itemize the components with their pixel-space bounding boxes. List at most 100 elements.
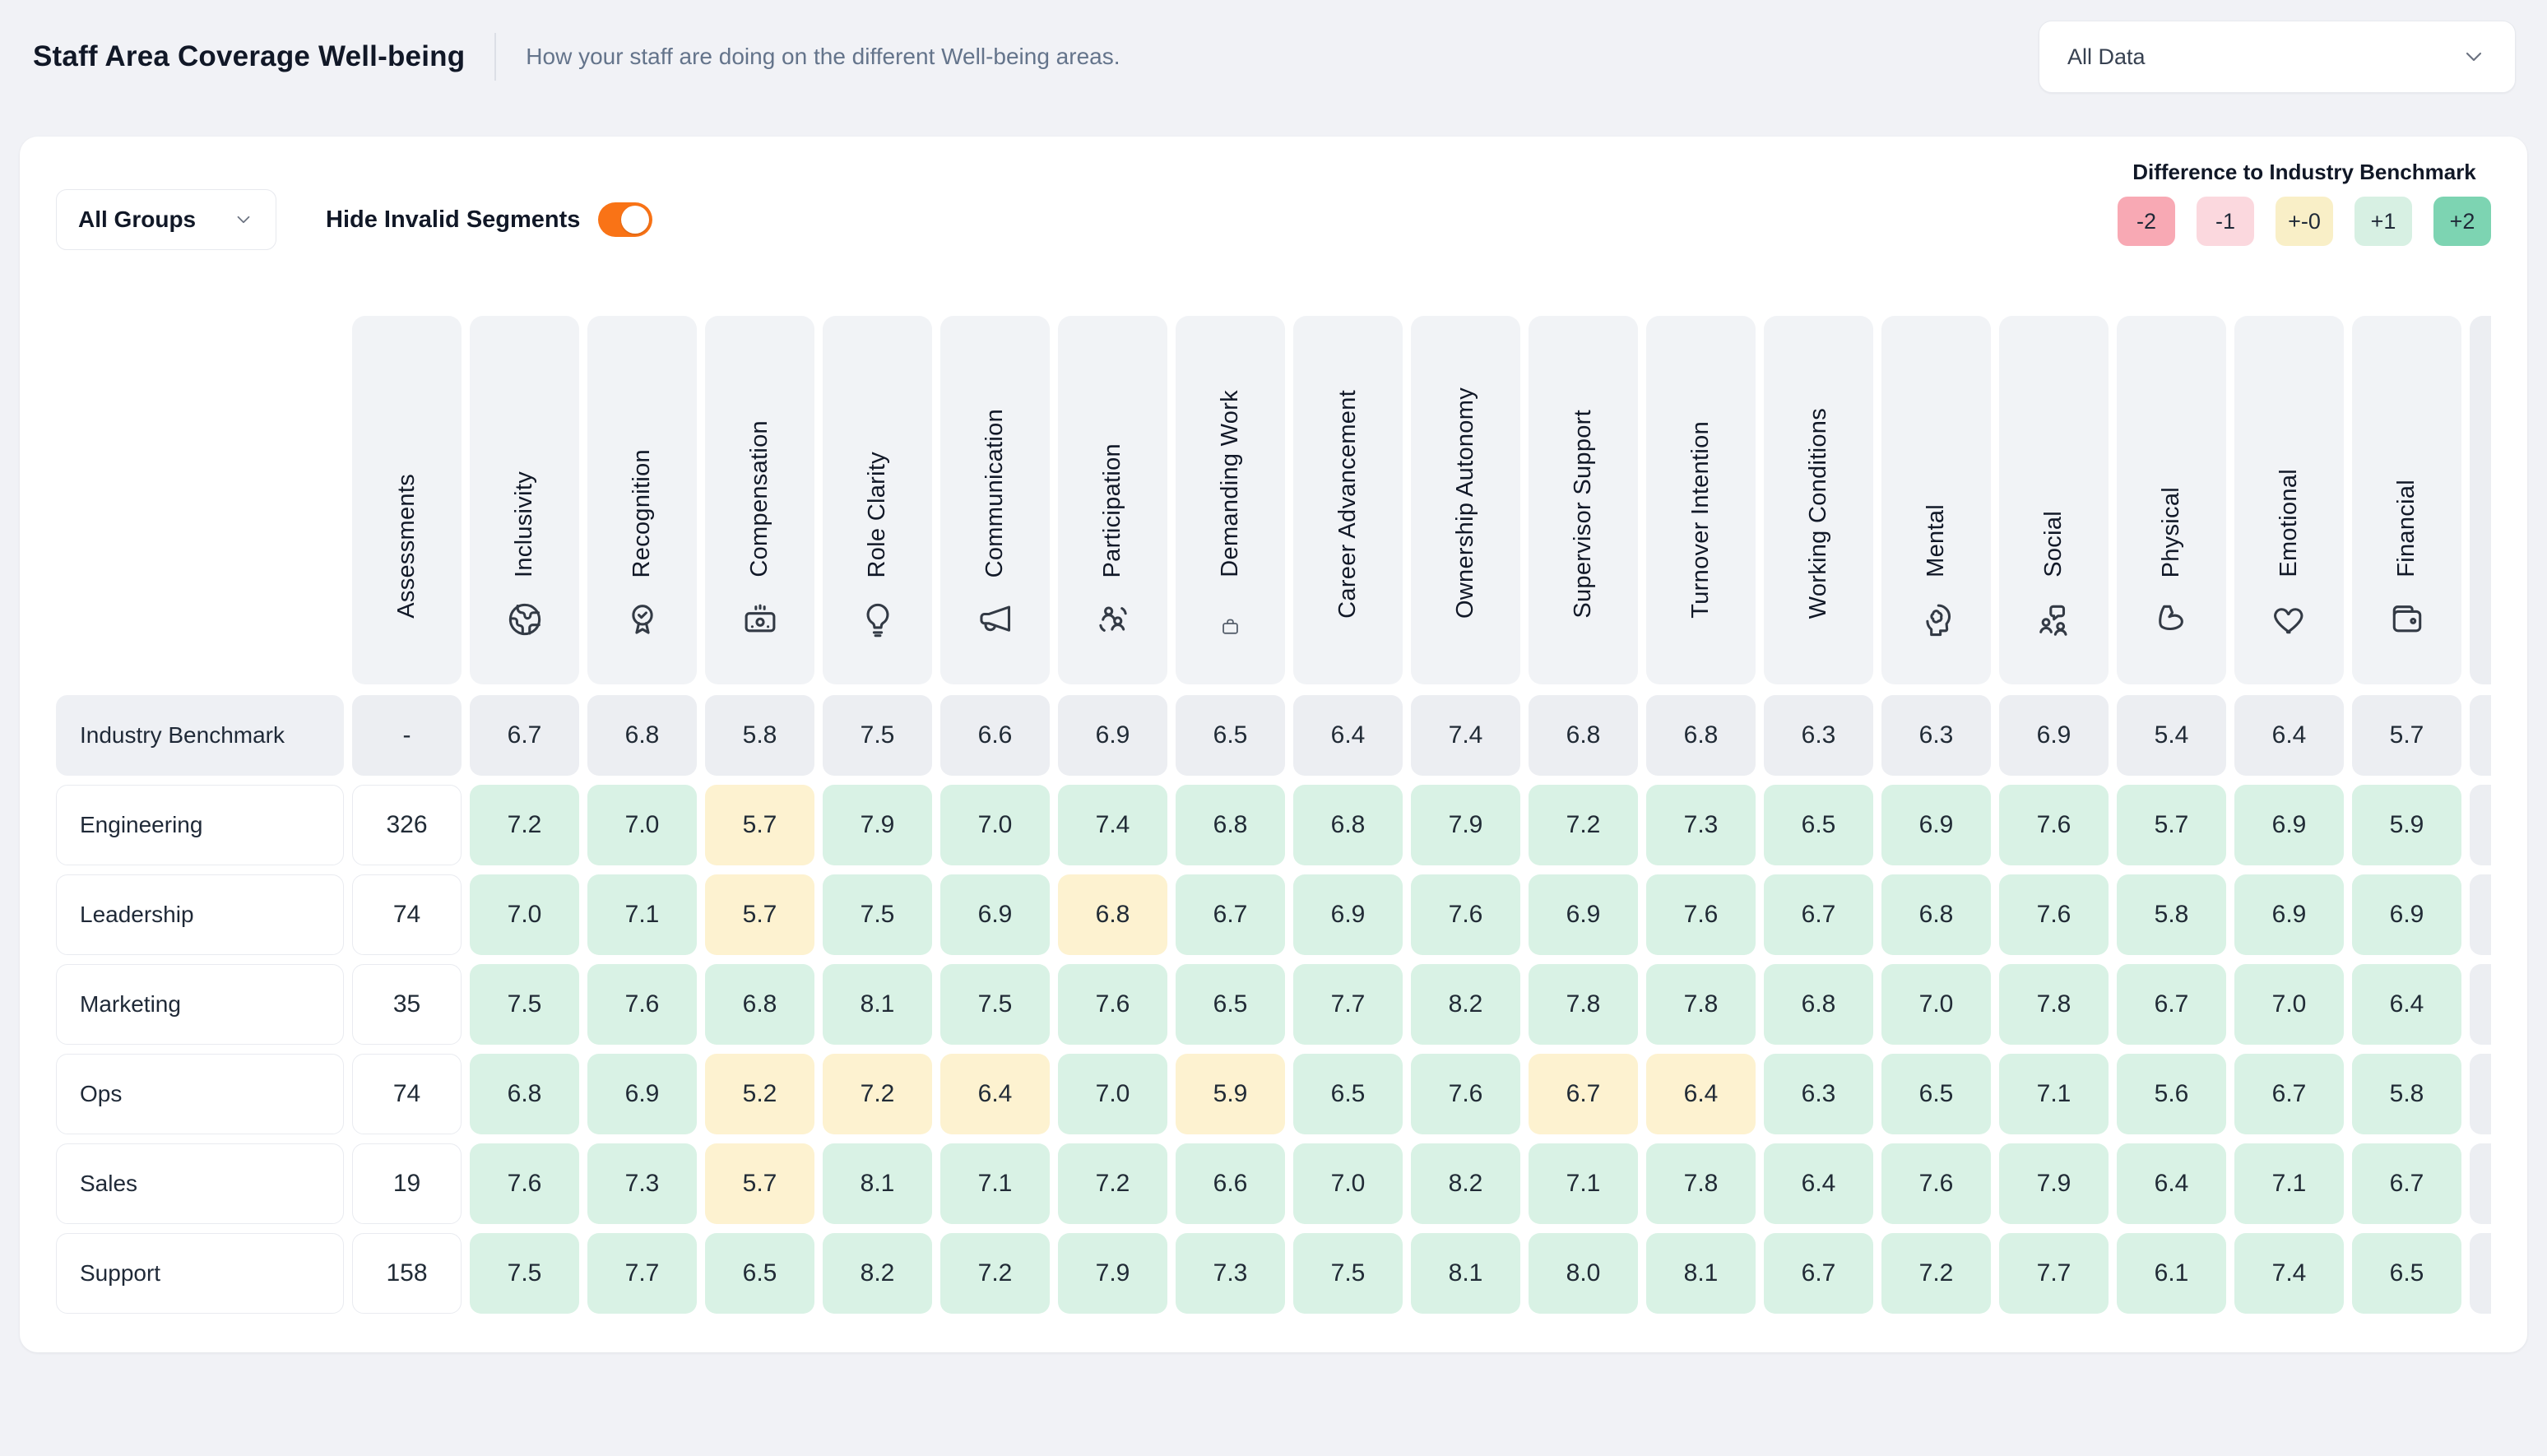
score-cell-ops-social[interactable]: 7.1 — [1999, 1054, 2109, 1134]
column-header-turnover-intention[interactable]: Turnover Intention — [1646, 316, 1756, 684]
score-cell-leadership-supervisor-support[interactable]: 6.9 — [1529, 874, 1638, 955]
score-cell-sales-role-clarity[interactable]: 8.1 — [823, 1143, 932, 1224]
score-cell-support-working-conditions[interactable]: 6.7 — [1764, 1233, 1873, 1314]
score-cell-engineering-ownership-autonomy[interactable]: 7.9 — [1411, 785, 1520, 865]
score-cell-marketing-inclusivity[interactable]: 7.5 — [470, 964, 579, 1045]
score-cell-leadership-communication[interactable]: 6.9 — [940, 874, 1050, 955]
score-cell-sales-career-advancement[interactable]: 7.0 — [1293, 1143, 1403, 1224]
score-cell-ops-participation[interactable]: 7.0 — [1058, 1054, 1167, 1134]
column-header-working-conditions[interactable]: Working Conditions — [1764, 316, 1873, 684]
score-cell-leadership-mental[interactable]: 6.8 — [1881, 874, 1991, 955]
score-cell-leadership-emotional[interactable]: 6.9 — [2234, 874, 2344, 955]
score-cell-marketing-ownership-autonomy[interactable]: 8.2 — [1411, 964, 1520, 1045]
score-cell-ops-ownership-autonomy[interactable]: 7.6 — [1411, 1054, 1520, 1134]
score-cell-engineering-financial[interactable]: 5.9 — [2352, 785, 2461, 865]
score-cell-engineering-participation[interactable]: 7.4 — [1058, 785, 1167, 865]
score-cell-leadership-turnover-intention[interactable]: 7.6 — [1646, 874, 1756, 955]
score-cell-sales-social[interactable]: 7.9 — [1999, 1143, 2109, 1224]
score-cell-marketing-mental[interactable]: 7.0 — [1881, 964, 1991, 1045]
score-cell-leadership-physical[interactable]: 5.8 — [2117, 874, 2226, 955]
score-cell-sales-physical[interactable]: 6.4 — [2117, 1143, 2226, 1224]
score-cell-ops-communication[interactable]: 6.4 — [940, 1054, 1050, 1134]
score-cell-sales-working-conditions[interactable]: 6.4 — [1764, 1143, 1873, 1224]
column-header-physical[interactable]: Physical — [2117, 316, 2226, 684]
score-cell-leadership-recognition[interactable]: 7.1 — [587, 874, 697, 955]
score-cell-engineering-working-conditions[interactable]: 6.5 — [1764, 785, 1873, 865]
score-cell-sales-ownership-autonomy[interactable]: 8.2 — [1411, 1143, 1520, 1224]
score-cell-leadership-role-clarity[interactable]: 7.5 — [823, 874, 932, 955]
score-cell-ops-mental[interactable]: 6.5 — [1881, 1054, 1991, 1134]
score-cell-support-physical[interactable]: 6.1 — [2117, 1233, 2226, 1314]
score-cell-engineering-emotional[interactable]: 6.9 — [2234, 785, 2344, 865]
score-cell-marketing-supervisor-support[interactable]: 7.8 — [1529, 964, 1638, 1045]
column-header-supervisor-support[interactable]: Supervisor Support — [1529, 316, 1638, 684]
score-cell-ops-supervisor-support[interactable]: 6.7 — [1529, 1054, 1638, 1134]
score-cell-ops-turnover-intention[interactable]: 6.4 — [1646, 1054, 1756, 1134]
score-cell-sales-communication[interactable]: 7.1 — [940, 1143, 1050, 1224]
score-cell-sales-compensation[interactable]: 5.7 — [705, 1143, 814, 1224]
score-cell-leadership-demanding-work[interactable]: 6.7 — [1176, 874, 1285, 955]
score-cell-leadership-social[interactable]: 7.6 — [1999, 874, 2109, 955]
score-cell-sales-participation[interactable]: 7.2 — [1058, 1143, 1167, 1224]
column-header-mental[interactable]: Mental — [1881, 316, 1991, 684]
score-cell-marketing-turnover-intention[interactable]: 7.8 — [1646, 964, 1756, 1045]
score-cell-marketing-financial[interactable]: 6.4 — [2352, 964, 2461, 1045]
score-cell-support-communication[interactable]: 7.2 — [940, 1233, 1050, 1314]
score-cell-marketing-career-advancement[interactable]: 7.7 — [1293, 964, 1403, 1045]
score-cell-engineering-communication[interactable]: 7.0 — [940, 785, 1050, 865]
hide-invalid-toggle[interactable] — [598, 202, 653, 237]
column-header-compensation[interactable]: Compensation — [705, 316, 814, 684]
score-cell-sales-recognition[interactable]: 7.3 — [587, 1143, 697, 1224]
score-cell-support-financial[interactable]: 6.5 — [2352, 1233, 2461, 1314]
score-cell-engineering-physical[interactable]: 5.7 — [2117, 785, 2226, 865]
score-cell-ops-compensation[interactable]: 5.2 — [705, 1054, 814, 1134]
score-cell-support-emotional[interactable]: 7.4 — [2234, 1233, 2344, 1314]
score-cell-engineering-compensation[interactable]: 5.7 — [705, 785, 814, 865]
score-cell-support-participation[interactable]: 7.9 — [1058, 1233, 1167, 1314]
column-header-assessments[interactable]: Assessments — [352, 316, 462, 684]
score-cell-support-supervisor-support[interactable]: 8.0 — [1529, 1233, 1638, 1314]
row-label-leadership[interactable]: Leadership — [56, 874, 344, 955]
score-cell-sales-supervisor-support[interactable]: 7.1 — [1529, 1143, 1638, 1224]
score-cell-sales-demanding-work[interactable]: 6.6 — [1176, 1143, 1285, 1224]
column-header-communication[interactable]: Communication — [940, 316, 1050, 684]
score-cell-marketing-role-clarity[interactable]: 8.1 — [823, 964, 932, 1045]
score-cell-ops-role-clarity[interactable]: 7.2 — [823, 1054, 932, 1134]
score-cell-ops-financial[interactable]: 5.8 — [2352, 1054, 2461, 1134]
score-cell-support-role-clarity[interactable]: 8.2 — [823, 1233, 932, 1314]
score-cell-support-recognition[interactable]: 7.7 — [587, 1233, 697, 1314]
score-cell-marketing-recognition[interactable]: 7.6 — [587, 964, 697, 1045]
score-cell-marketing-social[interactable]: 7.8 — [1999, 964, 2109, 1045]
column-header-demanding-work[interactable]: Demanding Work — [1176, 316, 1285, 684]
column-header-financial[interactable]: Financial — [2352, 316, 2461, 684]
score-cell-leadership-inclusivity[interactable]: 7.0 — [470, 874, 579, 955]
row-label-engineering[interactable]: Engineering — [56, 785, 344, 865]
score-cell-marketing-participation[interactable]: 7.6 — [1058, 964, 1167, 1045]
score-cell-ops-working-conditions[interactable]: 6.3 — [1764, 1054, 1873, 1134]
column-header-social[interactable]: Social — [1999, 316, 2109, 684]
score-cell-ops-recognition[interactable]: 6.9 — [587, 1054, 697, 1134]
score-cell-leadership-financial[interactable]: 6.9 — [2352, 874, 2461, 955]
column-header-recognition[interactable]: Recognition — [587, 316, 697, 684]
score-cell-ops-career-advancement[interactable]: 6.5 — [1293, 1054, 1403, 1134]
column-header-emotional[interactable]: Emotional — [2234, 316, 2344, 684]
score-cell-sales-turnover-intention[interactable]: 7.8 — [1646, 1143, 1756, 1224]
column-header-ownership-autonomy[interactable]: Ownership Autonomy — [1411, 316, 1520, 684]
score-cell-ops-emotional[interactable]: 6.7 — [2234, 1054, 2344, 1134]
score-cell-leadership-working-conditions[interactable]: 6.7 — [1764, 874, 1873, 955]
score-cell-support-turnover-intention[interactable]: 8.1 — [1646, 1233, 1756, 1314]
score-cell-sales-mental[interactable]: 7.6 — [1881, 1143, 1991, 1224]
score-cell-engineering-mental[interactable]: 6.9 — [1881, 785, 1991, 865]
score-cell-engineering-role-clarity[interactable]: 7.9 — [823, 785, 932, 865]
score-cell-leadership-career-advancement[interactable]: 6.9 — [1293, 874, 1403, 955]
score-cell-ops-inclusivity[interactable]: 6.8 — [470, 1054, 579, 1134]
column-header-inclusivity[interactable]: Inclusivity — [470, 316, 579, 684]
row-label-sales[interactable]: Sales — [56, 1143, 344, 1224]
score-cell-support-compensation[interactable]: 6.5 — [705, 1233, 814, 1314]
score-cell-engineering-supervisor-support[interactable]: 7.2 — [1529, 785, 1638, 865]
score-cell-sales-financial[interactable]: 6.7 — [2352, 1143, 2461, 1224]
score-cell-support-demanding-work[interactable]: 7.3 — [1176, 1233, 1285, 1314]
column-header-role-clarity[interactable]: Role Clarity — [823, 316, 932, 684]
score-cell-leadership-participation[interactable]: 6.8 — [1058, 874, 1167, 955]
score-cell-engineering-inclusivity[interactable]: 7.2 — [470, 785, 579, 865]
